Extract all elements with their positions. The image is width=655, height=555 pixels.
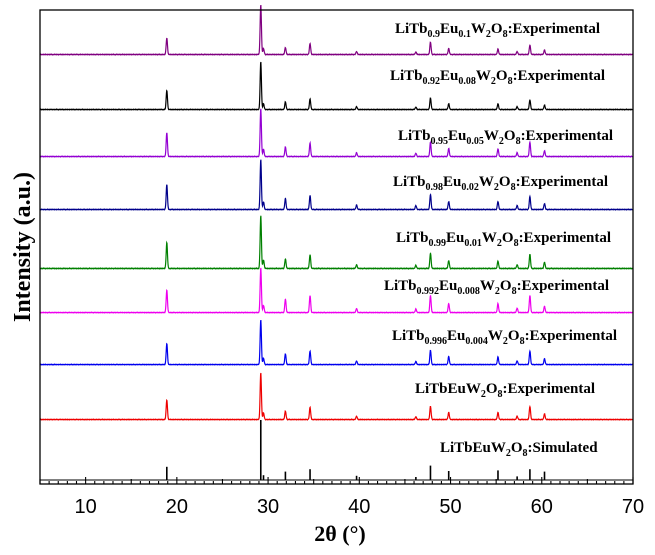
x-tick-label: 10 [74, 496, 96, 518]
axis-ticks-layer: 10 20 30 40 50 60 70 [39, 477, 644, 518]
xrd-pattern-line [39, 61, 634, 111]
x-tick-label: 20 [166, 496, 188, 518]
series-label: LiTbEuW2O8:Simulated [440, 440, 598, 459]
xrd-pattern-line [39, 215, 634, 270]
x-tick-label: 50 [439, 496, 461, 518]
series-label: LiTb0.92Eu0.08W2O8:Experimental [390, 68, 605, 87]
x-tick-label: 40 [348, 496, 370, 518]
xrd-pattern-line [39, 319, 633, 366]
x-tick-label: 30 [257, 496, 279, 518]
series-labels-layer: LiTbEuW2O8:Simulated LiTbEuW2O8:Experimen… [384, 21, 617, 459]
series-label: LiTb0.98Eu0.02W2O8:Experimental [393, 174, 608, 193]
series-label: LiTb0.992Eu0.008W2O8:Experimental [384, 278, 609, 297]
plot-frame [39, 9, 634, 485]
x-tick-label: 60 [531, 496, 553, 518]
x-tick-label: 70 [622, 496, 644, 518]
xrd-pattern-line [39, 267, 633, 314]
series-label: LiTb0.99Eu0.01W2O8:Experimental [396, 230, 611, 249]
series-label: LiTb0.9Eu0.1W2O8:Experimental [395, 21, 600, 40]
xrd-pattern-line [39, 159, 634, 211]
xrd-pattern-line [39, 372, 634, 421]
series-label: LiTb0.95Eu0.05W2O8:Experimental [398, 128, 613, 147]
traces-layer [39, 4, 634, 481]
series-label: LiTb0.996Eu0.004W2O8:Experimental [392, 328, 617, 347]
xrd-pattern-line [39, 108, 634, 158]
series-label: LiTbEuW2O8:Experimental [415, 381, 595, 400]
x-axis-label: 2θ (°) [314, 521, 365, 546]
y-axis-label: Intensity (a.u.) [10, 172, 36, 322]
xrd-pattern-line [39, 4, 633, 56]
